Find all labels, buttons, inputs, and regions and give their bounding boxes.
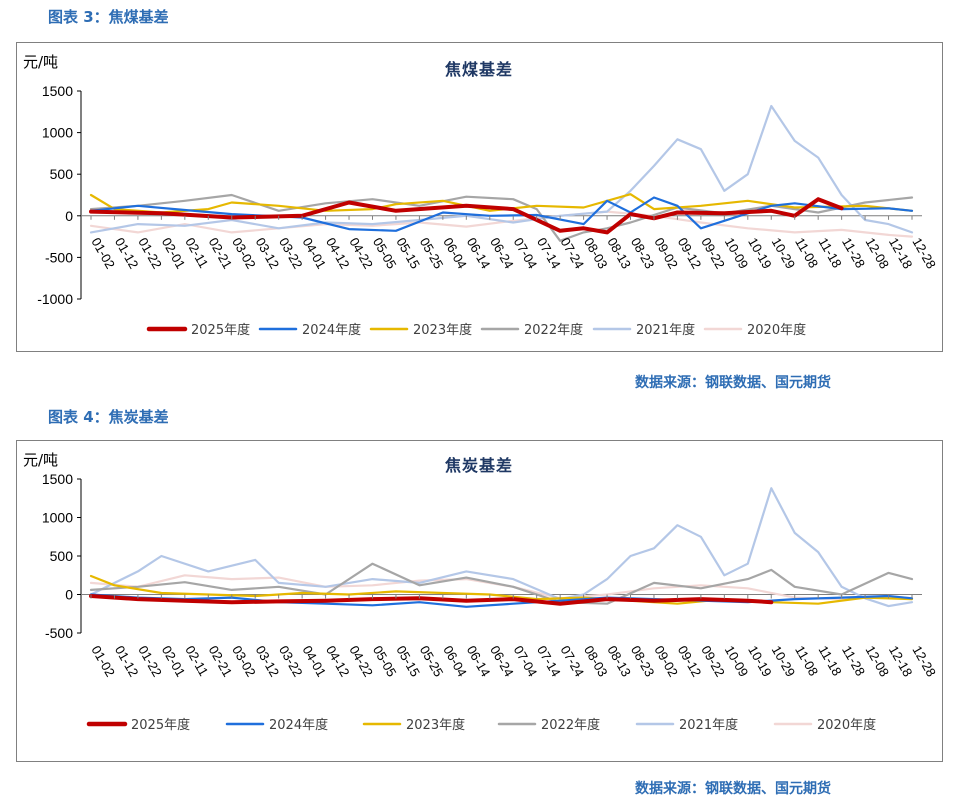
x-tick-label: 02-11 xyxy=(182,235,211,270)
y-tick-label: 1500 xyxy=(42,471,73,487)
legend-label: 2025年度 xyxy=(131,717,190,733)
series-line-2022年度 xyxy=(89,193,914,242)
y-axis-unit: 元/吨 xyxy=(23,53,58,71)
figure-4-caption: 图表 4：焦炭基差 xyxy=(48,408,169,426)
legend-label: 2020年度 xyxy=(817,717,876,733)
coke-basis-chart: 元/吨 焦炭基差 -500 0 500 1000 1500 01-02 01-12 01-22 02… xyxy=(16,440,943,762)
y-axis-unit: 元/吨 xyxy=(23,451,58,469)
coking-coal-basis-chart: 元/吨 焦煤基差 -1000 -500 0 500 1000 1500 01-02 01-12 01… xyxy=(16,42,943,352)
legend-label: 2023年度 xyxy=(413,322,472,338)
x-tick-label: 02-11 xyxy=(182,643,211,678)
y-tick-label: -1000 xyxy=(37,291,73,307)
x-tick-label: 12-28 xyxy=(909,235,939,271)
y-tick-label: 500 xyxy=(50,166,74,182)
series-line-2021年度 xyxy=(89,104,914,234)
coking-coal-basis-svg: 元/吨 焦煤基差-1000-50005001000150001-0201-1201… xyxy=(23,53,939,338)
x-tick-label: 11-08 xyxy=(792,643,821,678)
chart-title: 焦炭基差 xyxy=(444,456,513,475)
legend-label: 2020年度 xyxy=(747,322,806,338)
legend-label: 2024年度 xyxy=(269,717,328,733)
legend-label: 2022年度 xyxy=(524,322,583,338)
x-tick-label: 11-18 xyxy=(816,643,845,678)
series-line-2025年度 xyxy=(89,594,774,606)
data-source-note-1: 数据来源：钢联数据、国元期货 xyxy=(635,375,831,391)
series-line-2021年度 xyxy=(89,487,914,608)
series-line-2020年度 xyxy=(89,210,914,238)
y-tick-label: 500 xyxy=(50,548,74,564)
y-tick-label: -500 xyxy=(45,249,73,265)
y-tick-label: 0 xyxy=(65,208,73,224)
data-source-note-2: 数据来源：钢联数据、国元期货 xyxy=(635,781,831,797)
legend-label: 2021年度 xyxy=(679,717,738,733)
legend-label: 2021年度 xyxy=(636,322,695,338)
y-tick-label: 1000 xyxy=(42,510,73,526)
x-tick-label: 11-28 xyxy=(839,643,868,678)
y-tick-label: 0 xyxy=(65,587,73,603)
legend-label: 2025年度 xyxy=(191,322,250,338)
y-tick-label: 1000 xyxy=(42,125,73,141)
figure-3-caption: 图表 3：焦煤基差 xyxy=(48,8,169,26)
x-tick-label: 11-18 xyxy=(816,235,845,270)
legend-label: 2023年度 xyxy=(406,717,465,733)
coke-basis-svg: 元/吨 焦炭基差-50005001000150001-0201-1201-2202… xyxy=(23,451,939,733)
y-tick-label: -500 xyxy=(45,625,73,641)
x-tick-label: 11-08 xyxy=(792,235,821,270)
legend-label: 2024年度 xyxy=(302,322,361,338)
x-tick-label: 11-28 xyxy=(839,235,868,270)
y-tick-label: 1500 xyxy=(42,83,73,99)
x-tick-label: 12-28 xyxy=(909,643,939,679)
chart-title: 焦煤基差 xyxy=(444,60,513,79)
legend-label: 2022年度 xyxy=(541,717,600,733)
